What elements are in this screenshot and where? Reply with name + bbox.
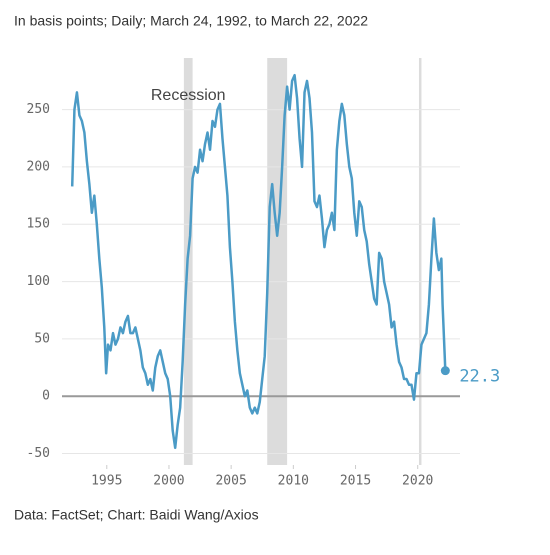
x-tick-label: 2020 (402, 474, 433, 489)
chart-subtitle: In basis points; Daily; March 24, 1992, … (14, 13, 368, 29)
recession-band (418, 58, 422, 465)
recession-label: Recession (151, 87, 226, 104)
x-tick-label: 2005 (215, 474, 246, 489)
source-note: Data: FactSet; Chart: Baidi Wang/Axios (14, 507, 259, 523)
y-tick-label: 200 (27, 159, 50, 174)
y-tick-label: 150 (27, 217, 50, 232)
last-value-label: 22.3 (459, 367, 500, 387)
x-tick-label: 2000 (153, 474, 184, 489)
y-tick-label: -50 (27, 446, 50, 461)
y-tick-label: 250 (27, 102, 50, 117)
x-tick-label: 2010 (278, 474, 309, 489)
y-tick-label: 50 (34, 331, 50, 346)
y-tick-label: 100 (27, 274, 50, 289)
x-tick-label: 2015 (340, 474, 371, 489)
y-tick-label: 0 (42, 389, 50, 404)
x-tick-label: 1995 (91, 474, 122, 489)
series-line (70, 73, 447, 450)
last-point (440, 366, 450, 376)
